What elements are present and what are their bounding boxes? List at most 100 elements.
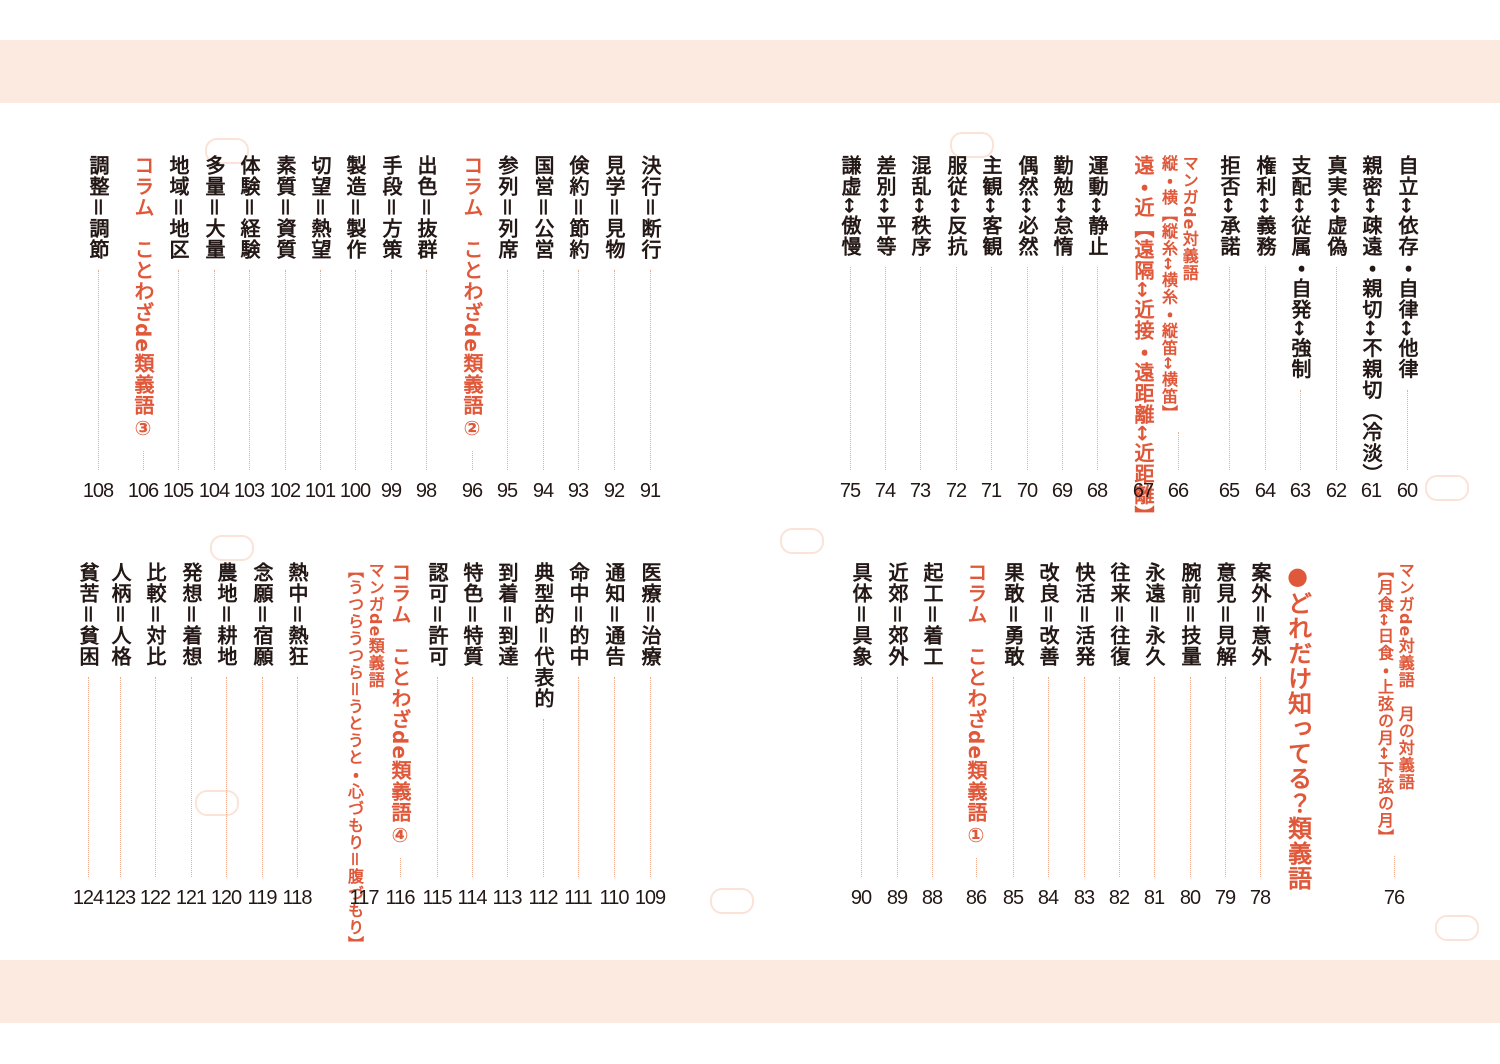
entry-title: 腕前＝技量 bbox=[1177, 562, 1203, 667]
toc-entry: 起工＝着工 bbox=[919, 562, 945, 667]
leader-line bbox=[262, 677, 263, 877]
toc-entry: 調整＝調節 bbox=[85, 155, 111, 260]
toc-entry: 快活＝活発 bbox=[1071, 562, 1097, 667]
page-number: 89 bbox=[886, 887, 908, 909]
entry-title: 体験＝経験 bbox=[236, 155, 262, 260]
title-line: 国営＝公営 bbox=[531, 155, 555, 260]
entry-title: 決行＝断行 bbox=[637, 155, 663, 260]
title-line: 人柄＝人格 bbox=[108, 562, 132, 667]
entry-title: コラム ことわざde類義語④ bbox=[387, 562, 413, 848]
entry-title: 拒否↔承諾 bbox=[1216, 155, 1242, 257]
toc-entry: 到着＝到達 bbox=[494, 562, 520, 667]
page-number: 120 bbox=[210, 887, 242, 909]
page-number: 68 bbox=[1086, 480, 1108, 502]
toc-entry: マンガde対義語 縦・横【縦糸↔横糸・縦笛↔横笛】 bbox=[1157, 155, 1199, 422]
title-line: 出色＝抜群 bbox=[414, 155, 438, 260]
entry-title: 謙虚↔傲慢 bbox=[837, 155, 863, 257]
page-number: 71 bbox=[980, 480, 1002, 502]
entry-title: 比較＝対比 bbox=[142, 562, 168, 667]
page-number: 93 bbox=[567, 480, 589, 502]
leader-line bbox=[650, 677, 651, 877]
title-line: 【うつらうつら＝うとうと・心づもり＝腹づもり】 bbox=[345, 562, 364, 954]
title-line: 決行＝断行 bbox=[638, 155, 662, 260]
title-line: 多量＝大量 bbox=[202, 155, 226, 260]
title-line: 倹約＝節約 bbox=[566, 155, 590, 260]
toc-entry: 念願＝宿願 bbox=[249, 562, 275, 667]
leader-line bbox=[956, 266, 957, 470]
toc-entry: 遠・近【遠隔↔近接・遠距離↔近距離】 bbox=[1130, 155, 1156, 527]
title-line: 到着＝到達 bbox=[495, 562, 519, 667]
leader-line bbox=[214, 270, 215, 470]
leader-line bbox=[472, 450, 473, 470]
page-number: 104 bbox=[198, 480, 230, 502]
toc-entry: 謙虚↔傲慢 bbox=[837, 155, 863, 257]
title-line: 運動↔静止 bbox=[1085, 155, 1109, 257]
page-number: 67 bbox=[1132, 480, 1154, 502]
title-line: 医療＝治療 bbox=[638, 562, 662, 667]
title-line: 腕前＝技量 bbox=[1178, 562, 1202, 667]
entry-title: 製造＝製作 bbox=[342, 155, 368, 260]
toc-entry: 切望＝熱望 bbox=[307, 155, 333, 260]
entry-title: 自立↔依存・自律↔他律 bbox=[1394, 155, 1420, 380]
entry-title: 人柄＝人格 bbox=[107, 562, 133, 667]
page-number: 111 bbox=[564, 887, 592, 909]
entry-title: 起工＝着工 bbox=[919, 562, 945, 667]
page-number: 69 bbox=[1051, 480, 1073, 502]
page-number: 72 bbox=[945, 480, 967, 502]
toc-entry: 具体＝具象 bbox=[848, 562, 874, 667]
page-number: 81 bbox=[1143, 887, 1165, 909]
toc-entry: 改良＝改善 bbox=[1035, 562, 1061, 667]
page-number: 74 bbox=[874, 480, 896, 502]
leader-line bbox=[391, 270, 392, 470]
page-number: 118 bbox=[282, 887, 313, 909]
entry-title: 医療＝治療 bbox=[637, 562, 663, 667]
leader-line bbox=[1407, 389, 1408, 470]
entry-title: 切望＝熱望 bbox=[307, 155, 333, 260]
title-line: 真実↔虚偽 bbox=[1324, 155, 1348, 257]
entry-title: 近郊＝郊外 bbox=[884, 562, 910, 667]
title-line: コラム ことわざde類義語② bbox=[460, 155, 484, 441]
cloud-decoration bbox=[205, 138, 249, 164]
leader-line bbox=[507, 677, 508, 877]
page-number: 76 bbox=[1383, 887, 1405, 909]
entry-title: 発想＝着想 bbox=[178, 562, 204, 667]
toc-entry: 医療＝治療 bbox=[637, 562, 663, 667]
title-line: コラム ことわざde類義語① bbox=[964, 562, 988, 848]
entry-title: 偶然↔必然 bbox=[1014, 155, 1040, 257]
toc-entry: 国営＝公営 bbox=[530, 155, 556, 260]
page-number: 91 bbox=[639, 480, 661, 502]
entry-title: マンガde類義語 【うつらうつら＝うとうと・心づもり＝腹づもり】 bbox=[343, 562, 385, 953]
page-number: 65 bbox=[1218, 480, 1240, 502]
entry-title: 意見＝見解 bbox=[1212, 562, 1238, 667]
leader-line bbox=[578, 677, 579, 877]
page-number: 95 bbox=[496, 480, 518, 502]
entry-title: 権利↔義務 bbox=[1252, 155, 1278, 257]
title-line: 発想＝着想 bbox=[179, 562, 203, 667]
entry-title: 差別↔平等 bbox=[872, 155, 898, 257]
title-line: 自立↔依存・自律↔他律 bbox=[1395, 155, 1419, 380]
page-number: 99 bbox=[380, 480, 402, 502]
cloud-decoration bbox=[1425, 475, 1469, 501]
title-line: 熱中＝熱狂 bbox=[285, 562, 309, 667]
entry-title: 見学＝見物 bbox=[601, 155, 627, 260]
title-line: 素質＝資質 bbox=[273, 155, 297, 260]
title-line: 農地＝耕地 bbox=[214, 562, 238, 667]
leader-line bbox=[1084, 677, 1085, 877]
entry-title: 勤勉↔怠惰 bbox=[1049, 155, 1075, 257]
title-line: 参列＝列席 bbox=[495, 155, 519, 260]
title-line: 調整＝調節 bbox=[86, 155, 110, 260]
leader-line bbox=[1048, 677, 1049, 877]
toc-entry: マンガde類義語 【うつらうつら＝うとうと・心づもり＝腹づもり】 bbox=[343, 562, 385, 953]
toc-entry: 見学＝見物 bbox=[601, 155, 627, 260]
toc-entry: コラム ことわざde類義語② bbox=[459, 155, 485, 441]
page-number: 79 bbox=[1214, 887, 1236, 909]
title-line: 貧苦＝貧困 bbox=[76, 562, 100, 667]
page-number: 119 bbox=[247, 887, 278, 909]
title-line: 地域＝地区 bbox=[166, 155, 190, 260]
entry-title: 案外＝意外 bbox=[1247, 562, 1273, 667]
title-line: 特色＝特質 bbox=[460, 562, 484, 667]
toc-entry: 往来＝往復 bbox=[1106, 562, 1132, 667]
leader-line bbox=[1394, 855, 1395, 877]
toc-entry: 命中＝的中 bbox=[565, 562, 591, 667]
leader-line bbox=[178, 270, 179, 470]
